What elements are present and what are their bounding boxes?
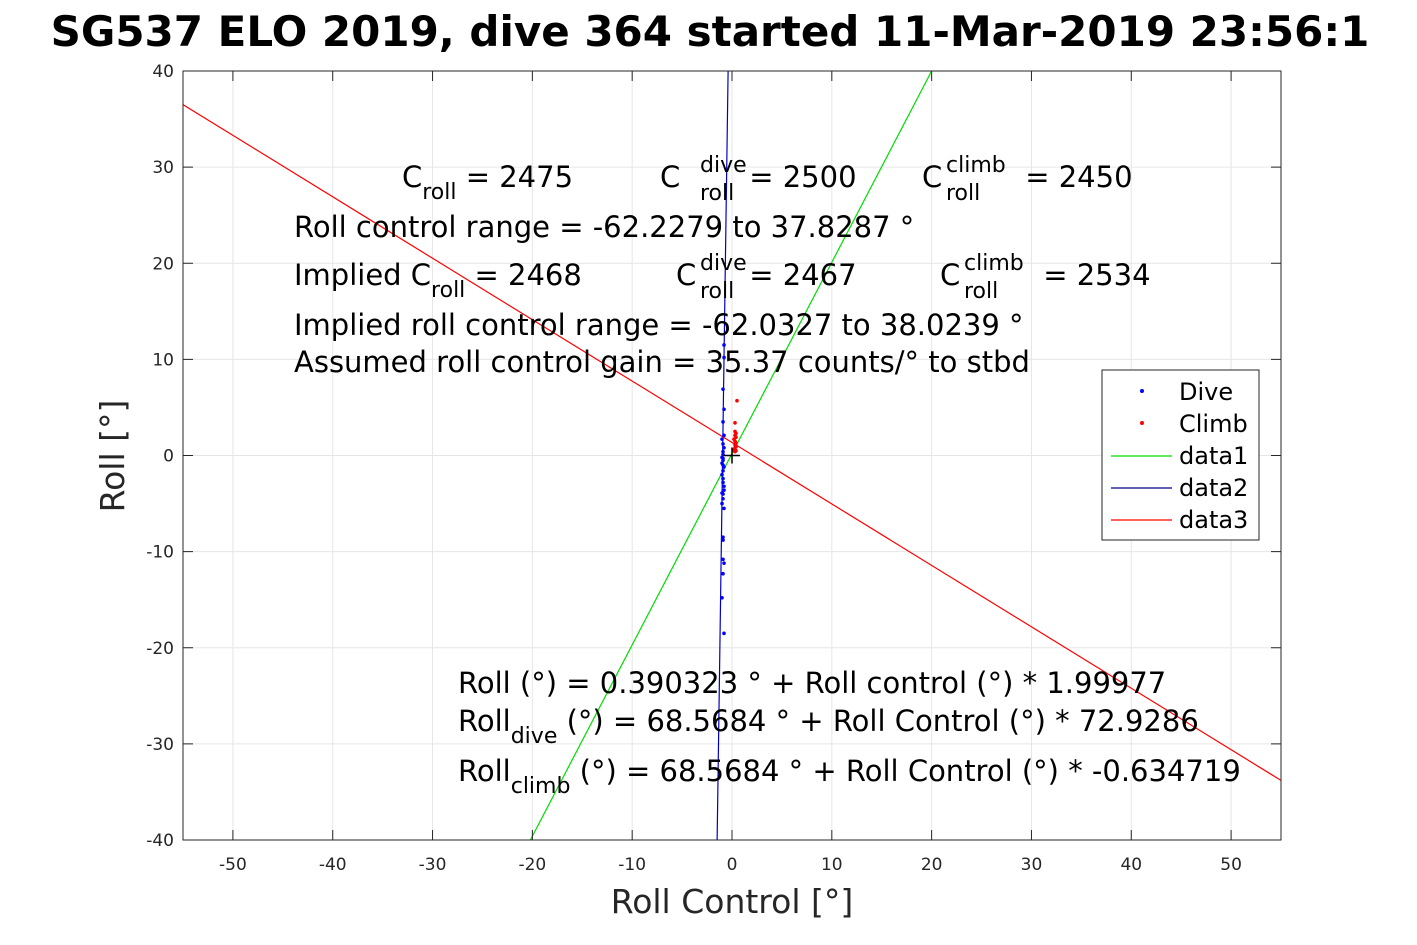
y-axis-ticks: -40 -30 -20 -10 0 10 20 30 40 — [146, 62, 1281, 851]
annotation-fit: Roll (°) = 0.390323 ° + Roll control (°)… — [458, 666, 1166, 700]
point-dive — [720, 501, 724, 506]
x-tick-label: -30 — [419, 855, 447, 875]
point-climb — [734, 444, 738, 448]
y-tick-label: 30 — [152, 158, 174, 178]
y-axis-label: Roll [°] — [93, 400, 132, 513]
series-line-data3 — [183, 104, 1281, 781]
point-climb — [733, 421, 737, 425]
annotation-range: Roll control range = -62.2279 to 37.8287… — [294, 210, 914, 244]
legend: Dive Climb data1 data2 data3 — [1101, 369, 1260, 541]
y-tick-label: 40 — [152, 62, 174, 82]
annotation-fit-dive: Rolldive (°) = 68.5684 ° + Roll Control … — [458, 704, 1199, 749]
x-tick-label: 50 — [1220, 855, 1242, 875]
point-dive — [721, 538, 725, 542]
point-dive — [721, 387, 725, 391]
annotation-fit-climb: Rollclimb (°) = 68.5684 ° + Roll Control… — [458, 754, 1241, 799]
annotation-implied-c-roll: Implied Croll = 2468 — [294, 258, 582, 303]
point-dive — [721, 476, 725, 481]
legend-label: data3 — [1179, 506, 1248, 534]
point-dive — [722, 561, 726, 565]
point-climb — [735, 398, 739, 403]
x-tick-label: 40 — [1120, 855, 1142, 875]
legend-marker-dive — [1140, 389, 1144, 393]
point-dive — [721, 496, 725, 501]
y-tick-label: -20 — [146, 639, 174, 659]
point-dive — [721, 469, 725, 473]
point-dive — [721, 452, 725, 457]
point-dive — [721, 480, 725, 485]
y-tick-label: 20 — [152, 254, 174, 274]
point-dive — [721, 449, 725, 454]
y-tick-label: -10 — [146, 543, 174, 563]
point-dive — [721, 456, 725, 461]
x-axis-label: Roll Control [°] — [611, 882, 854, 921]
annotation-implied-range: Implied roll control range = -62.0327 to… — [294, 308, 1024, 342]
point-dive — [720, 595, 724, 600]
series-layer — [183, 71, 1281, 840]
annotation-gain: Assumed roll control gain = 35.37 counts… — [294, 345, 1030, 379]
x-tick-label: -50 — [219, 855, 247, 875]
legend-marker-climb — [1140, 421, 1144, 425]
x-tick-label: 30 — [1021, 855, 1043, 875]
legend-label: data1 — [1179, 442, 1248, 470]
x-tick-label: -40 — [319, 855, 347, 875]
point-dive — [722, 433, 726, 438]
x-tick-label: 20 — [921, 855, 943, 875]
point-dive — [720, 437, 724, 441]
point-dive — [721, 420, 725, 424]
legend-items: Dive Climb data1 data2 data3 — [1111, 378, 1248, 534]
y-tick-label: -30 — [146, 735, 174, 755]
point-dive — [721, 463, 725, 467]
point-dive — [722, 407, 726, 412]
point-dive — [722, 631, 726, 636]
y-tick-label: 0 — [163, 447, 174, 467]
legend-label: data2 — [1179, 474, 1248, 502]
point-dive — [722, 488, 726, 492]
point-dive — [721, 571, 725, 576]
point-dive — [721, 557, 725, 562]
legend-label: Climb — [1179, 410, 1248, 438]
point-dive — [721, 535, 725, 540]
point-dive — [722, 343, 726, 347]
x-tick-label: 10 — [821, 855, 843, 875]
point-dive — [722, 355, 726, 360]
point-dive — [722, 446, 726, 450]
legend-label: Dive — [1179, 378, 1233, 406]
y-tick-label: 10 — [152, 350, 174, 370]
x-tick-label: -10 — [618, 855, 646, 875]
chart-title: SG537 ELO 2019, dive 364 started 11-Mar-… — [51, 7, 1370, 56]
x-axis-ticks: -50 -40 -30 -20 -10 0 10 20 30 40 50 — [219, 71, 1242, 875]
annotation-c-roll: Croll = 2475 — [402, 160, 573, 205]
x-tick-label: 0 — [727, 855, 738, 875]
point-dive — [722, 484, 726, 489]
legend-box — [1101, 369, 1260, 541]
point-climb — [733, 449, 737, 454]
point-dive — [722, 506, 726, 511]
point-dive — [720, 472, 724, 477]
point-dive — [720, 491, 724, 495]
x-tick-label: -20 — [518, 855, 546, 875]
y-tick-label: -40 — [146, 831, 174, 851]
point-dive — [721, 442, 725, 446]
